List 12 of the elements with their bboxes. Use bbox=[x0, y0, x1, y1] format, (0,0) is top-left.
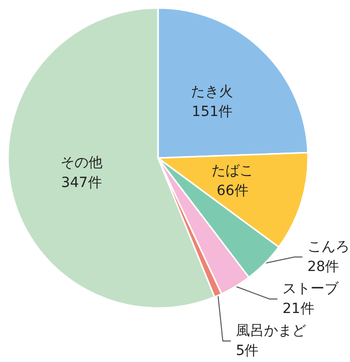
data-label: 66件 bbox=[216, 183, 248, 200]
slice-label: こんろ bbox=[307, 239, 350, 255]
slice-label: ストーブ bbox=[282, 281, 340, 297]
slice-label: たき火 bbox=[191, 84, 234, 100]
data-label: 28件 bbox=[307, 259, 340, 275]
slice-label: たばこ bbox=[212, 163, 254, 180]
slice-label: 風呂かまど bbox=[236, 323, 306, 339]
data-label: 21件 bbox=[282, 301, 314, 317]
data-label: 347件 bbox=[61, 174, 102, 191]
data-label: 151件 bbox=[192, 104, 233, 120]
data-label: 5件 bbox=[236, 343, 259, 359]
slice-label: その他 bbox=[60, 154, 102, 171]
